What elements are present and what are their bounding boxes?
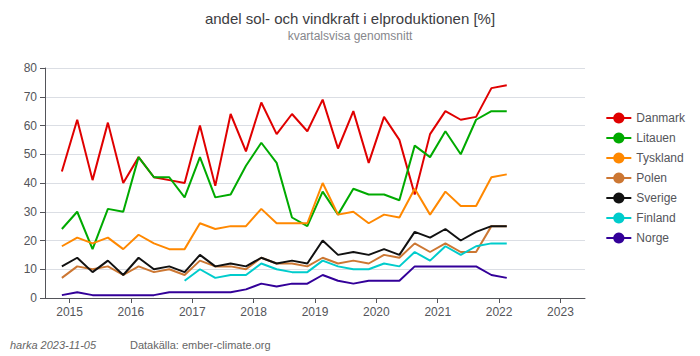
svg-text:2018: 2018 <box>240 305 267 319</box>
svg-text:Polen: Polen <box>636 171 667 185</box>
svg-text:30: 30 <box>24 205 38 219</box>
svg-text:Sverige: Sverige <box>636 191 677 205</box>
svg-text:20: 20 <box>24 234 38 248</box>
svg-text:harka 2023-11-05: harka 2023-11-05 <box>10 339 97 351</box>
svg-text:40: 40 <box>24 176 38 190</box>
svg-text:2021: 2021 <box>424 305 451 319</box>
svg-text:2016: 2016 <box>118 305 145 319</box>
svg-text:70: 70 <box>24 90 38 104</box>
svg-text:2017: 2017 <box>179 305 206 319</box>
svg-text:Litauen: Litauen <box>636 131 675 145</box>
svg-text:Tyskland: Tyskland <box>636 151 683 165</box>
svg-text:kvartalsvisa genomsnitt: kvartalsvisa genomsnitt <box>288 29 413 43</box>
svg-text:Norge: Norge <box>636 231 669 245</box>
svg-text:2023: 2023 <box>547 305 574 319</box>
svg-text:0: 0 <box>30 291 37 305</box>
svg-text:10: 10 <box>24 262 38 276</box>
svg-text:andel sol- och vindkraft i elp: andel sol- och vindkraft i elproduktione… <box>205 10 495 27</box>
svg-text:50: 50 <box>24 147 38 161</box>
svg-text:Danmark: Danmark <box>636 111 686 125</box>
svg-text:Finland: Finland <box>636 211 675 225</box>
svg-text:Datakälla: ember-climate.org: Datakälla: ember-climate.org <box>130 339 271 351</box>
svg-text:2015: 2015 <box>56 305 83 319</box>
svg-text:80: 80 <box>24 61 38 75</box>
svg-text:2022: 2022 <box>486 305 513 319</box>
svg-text:2020: 2020 <box>363 305 390 319</box>
svg-text:2019: 2019 <box>302 305 329 319</box>
svg-text:60: 60 <box>24 119 38 133</box>
